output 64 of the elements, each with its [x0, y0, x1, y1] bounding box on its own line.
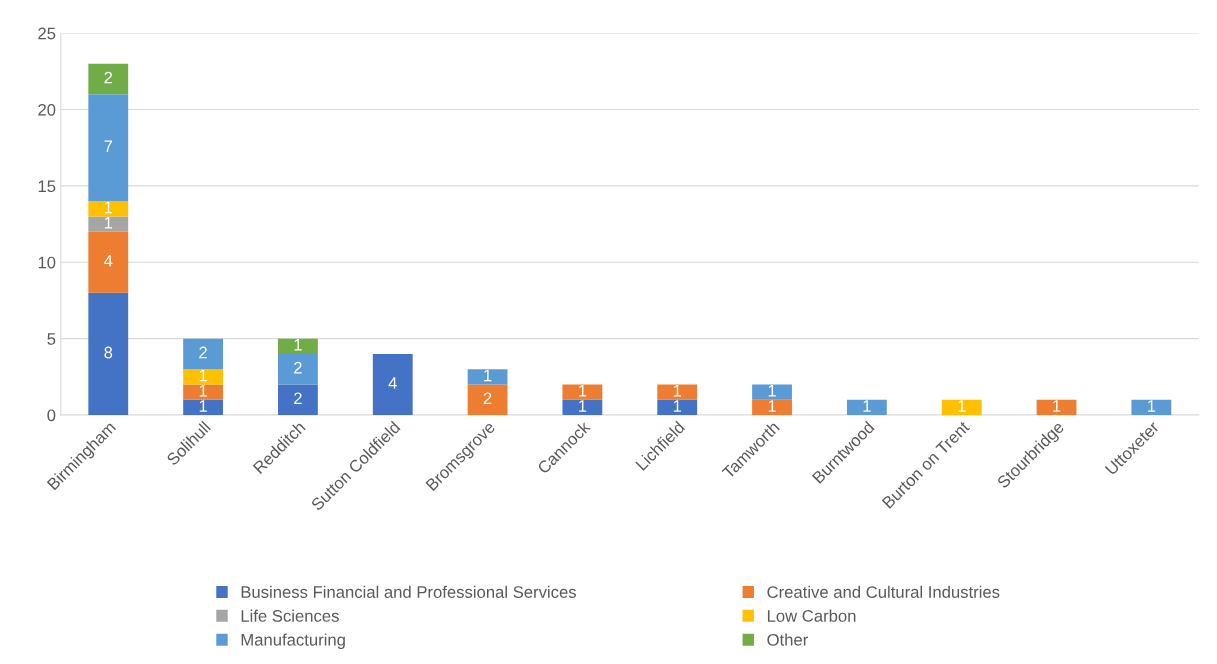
y-tick-label: 25 [38, 27, 56, 40]
legend-label: Creative and Cultural Industries [767, 585, 1000, 598]
bar [183, 399, 223, 415]
bar [562, 399, 603, 415]
bar [1036, 399, 1077, 415]
y-tick-label: 5 [47, 333, 56, 345]
data-label: 1 [673, 384, 682, 397]
bar [752, 399, 792, 415]
data-label: 4 [104, 255, 113, 267]
data-label: 1 [768, 384, 776, 397]
bar [752, 384, 792, 400]
data-label: 8 [104, 346, 113, 359]
bar [278, 338, 318, 354]
data-label: 1 [199, 384, 207, 397]
data-label: 1 [1053, 400, 1061, 412]
data-label: 2 [199, 346, 207, 359]
bar [846, 399, 887, 415]
y-tick-label: 10 [38, 256, 56, 269]
legend-label: Low Carbon [767, 609, 856, 622]
data-label: 4 [388, 377, 397, 389]
data-label: 1 [1147, 400, 1156, 412]
bar [183, 338, 223, 370]
data-label: 2 [294, 361, 302, 374]
y-tick-label: 15 [38, 180, 56, 193]
legend-label: Other [767, 633, 808, 646]
data-label: 1 [579, 384, 587, 397]
legend-label: Life Sciences [241, 609, 339, 622]
data-label: 1 [484, 369, 492, 382]
y-tick-label: 0 [47, 409, 56, 422]
legend-label: Business Financial and Professional Services [241, 585, 576, 598]
bar [88, 201, 129, 217]
bar [562, 384, 603, 400]
bar [183, 369, 223, 385]
bar [88, 216, 129, 232]
bar [1131, 399, 1172, 415]
bar [467, 384, 508, 415]
bar [88, 231, 129, 293]
bar [278, 384, 318, 415]
data-label: 2 [104, 71, 113, 84]
bar [657, 399, 698, 415]
data-label: 1 [579, 400, 587, 412]
bar [467, 369, 508, 385]
data-label: 1 [863, 400, 871, 412]
bar [88, 292, 129, 415]
bar [88, 63, 129, 95]
legend-label: Manufacturing [241, 633, 345, 649]
bar [372, 353, 413, 415]
bar [88, 94, 129, 202]
data-label: 2 [483, 392, 492, 405]
data-label: 1 [673, 400, 682, 412]
data-label: 7 [104, 140, 113, 153]
data-label: 1 [768, 400, 776, 412]
data-label: 1 [199, 369, 207, 382]
data-label: 1 [958, 400, 966, 412]
data-label: 1 [199, 400, 207, 412]
data-label: 1 [104, 201, 113, 214]
bar [657, 384, 698, 400]
data-label: 1 [294, 339, 302, 351]
data-label: 2 [294, 392, 302, 405]
y-tick-label: 20 [38, 103, 56, 116]
bar [183, 384, 223, 400]
bar [278, 353, 318, 385]
data-label: 1 [104, 216, 113, 229]
bar [941, 399, 982, 415]
